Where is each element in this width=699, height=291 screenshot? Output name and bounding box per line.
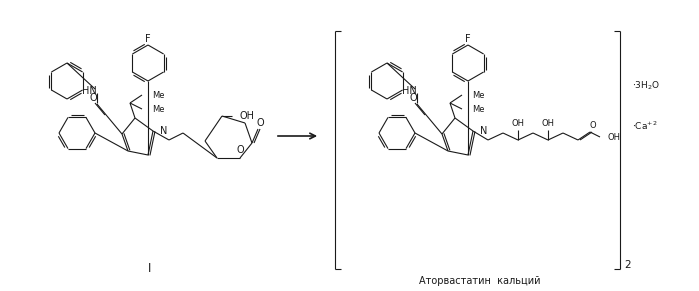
Text: O: O bbox=[409, 93, 417, 103]
Text: Me: Me bbox=[472, 91, 484, 100]
Text: Me: Me bbox=[152, 104, 164, 113]
Text: Аторвастатин  кальций: Аторвастатин кальций bbox=[419, 276, 541, 286]
Text: F: F bbox=[145, 34, 151, 44]
Text: 2: 2 bbox=[625, 260, 631, 270]
Text: F: F bbox=[466, 34, 471, 44]
Text: OH: OH bbox=[542, 118, 554, 127]
Text: O: O bbox=[257, 118, 264, 128]
Text: HN: HN bbox=[402, 86, 417, 96]
Text: O: O bbox=[590, 122, 596, 130]
Text: HN: HN bbox=[82, 86, 97, 96]
Text: $\cdot$Ca$^{+2}$: $\cdot$Ca$^{+2}$ bbox=[632, 120, 658, 132]
Text: O: O bbox=[236, 145, 244, 155]
Text: I: I bbox=[148, 262, 152, 276]
Text: Me: Me bbox=[472, 104, 484, 113]
Text: Me: Me bbox=[152, 91, 164, 100]
Text: N: N bbox=[480, 126, 487, 136]
Text: N: N bbox=[160, 126, 167, 136]
Text: OH: OH bbox=[512, 118, 524, 127]
Text: $\cdot$3H$_2$O: $\cdot$3H$_2$O bbox=[632, 80, 660, 92]
Text: O: O bbox=[89, 93, 97, 103]
Text: OH: OH bbox=[240, 111, 255, 121]
Text: OH: OH bbox=[608, 132, 621, 141]
